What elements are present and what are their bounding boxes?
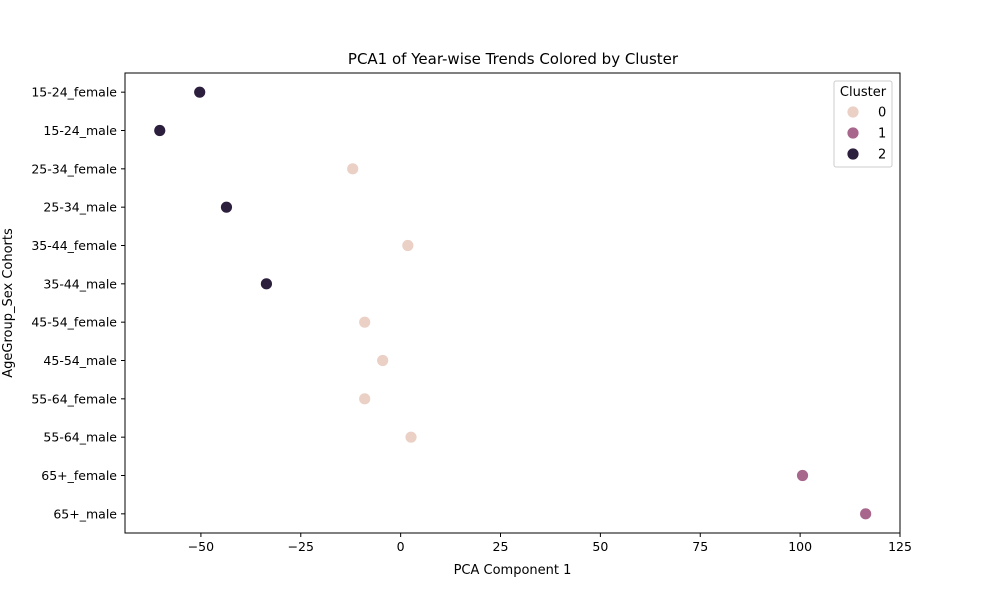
x-tick-label: 50: [592, 539, 608, 554]
data-points: [153, 85, 873, 521]
x-tick-label: 75: [692, 539, 708, 554]
legend-entry-label: 0: [878, 106, 886, 121]
data-point: [358, 392, 372, 406]
x-axis-label: PCA Component 1: [454, 563, 572, 578]
y-tick-label: 25-34_male: [43, 200, 117, 215]
plot-frame: [124, 72, 901, 534]
legend-marker: [846, 147, 860, 161]
data-point: [404, 430, 418, 444]
x-tick-label: 125: [888, 539, 912, 554]
data-point: [346, 162, 360, 176]
y-tick-label: 65+_female: [41, 468, 117, 483]
legend-marker: [846, 126, 860, 140]
y-axis-label: AgeGroup_Sex Cohorts: [1, 228, 16, 378]
y-tick-label: 35-44_male: [43, 276, 117, 291]
x-tick-label: 25: [493, 539, 509, 554]
data-point: [376, 354, 390, 367]
y-tick-label: 25-34_female: [31, 161, 117, 176]
x-tick-label: −25: [288, 539, 314, 554]
y-tick-label: 55-64_male: [43, 430, 117, 445]
data-point: [153, 124, 167, 137]
y-axis-ticks: 15-24_female 15-24_male 25-34_female 25-34_…: [31, 85, 125, 521]
data-point: [193, 85, 207, 99]
y-tick-label: 35-44_female: [31, 238, 117, 253]
legend-entry-label: 2: [878, 148, 886, 163]
y-tick-label: 65+_male: [53, 506, 117, 521]
y-tick-label: 55-64_female: [31, 391, 117, 406]
y-tick-label: 45-54_male: [43, 353, 117, 368]
data-point: [358, 315, 372, 329]
x-tick-label: 0: [397, 539, 405, 554]
x-tick-label: −50: [188, 539, 214, 554]
y-tick-label: 15-24_male: [43, 123, 117, 138]
data-point: [401, 239, 415, 252]
data-point: [220, 200, 233, 214]
x-tick-label: 100: [788, 539, 812, 554]
y-tick-label: 45-54_female: [31, 315, 117, 330]
x-axis-ticks: −50 −25 0 25 50 75 100 125: [188, 533, 912, 554]
legend-marker: [846, 105, 860, 119]
y-tick-label: 15-24_female: [31, 85, 117, 100]
legend-title: Cluster: [840, 85, 887, 100]
legend-box: [833, 80, 893, 168]
data-point: [796, 469, 809, 482]
legend: Cluster 0 1 2: [833, 80, 893, 168]
chart-title: PCA1 of Year-wise Trends Colored by Clus…: [348, 50, 679, 68]
data-point: [260, 277, 273, 291]
plot-area: [124, 72, 901, 534]
legend-entry-label: 1: [878, 127, 886, 142]
data-point: [859, 507, 873, 521]
